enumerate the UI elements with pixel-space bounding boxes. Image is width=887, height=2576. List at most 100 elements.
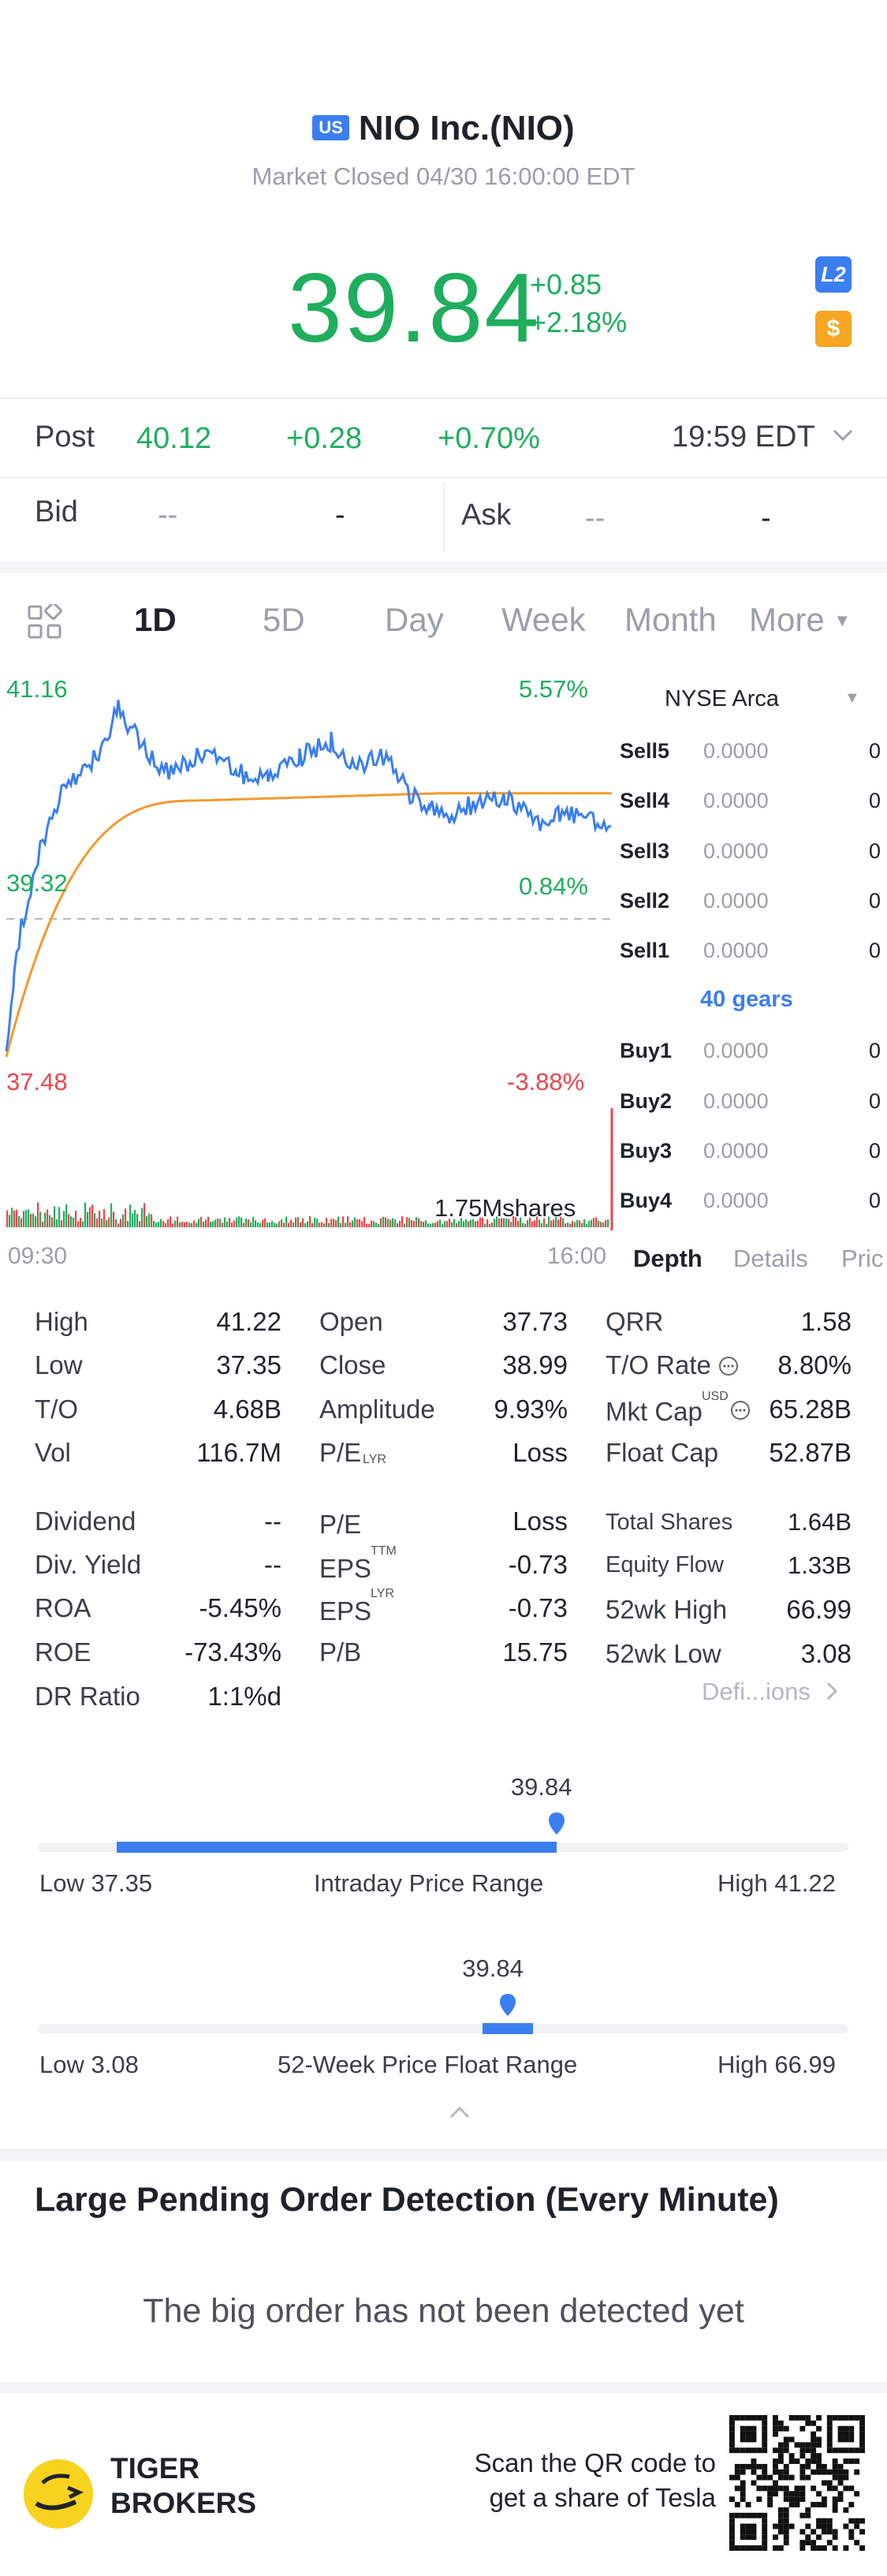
52wk-current-value: 39.84 [462,1954,524,1982]
volume-bar [309,1216,311,1227]
tab-details[interactable]: Details [733,1245,808,1272]
turnover-label: T/O [35,1394,78,1424]
equity-flow-value: 1.33B [787,1551,852,1579]
volume-bar [96,1218,99,1227]
volume-bar [553,1219,555,1227]
volume-bar [188,1223,191,1227]
buy2-price: 0.0000 [703,1089,769,1113]
volume-bar [82,1221,84,1227]
52wk-low: Low 3.08 [39,2051,139,2078]
volume-bar [600,1222,602,1227]
volume-bar [20,1218,23,1227]
volume-bar [108,1217,110,1227]
tab-more-label: More [749,601,825,638]
gears-link[interactable]: 40 gears [700,987,793,1012]
volume-bar [366,1223,368,1227]
low-label: Low [35,1350,83,1379]
section-divider [0,2149,887,2161]
info-icon[interactable] [717,1355,740,1377]
tab-day[interactable]: Day [385,601,444,638]
volume-bar [411,1219,413,1227]
volume-bar [420,1221,423,1227]
volume-bar [37,1202,39,1227]
divider [0,398,887,399]
volume-bar [162,1221,165,1227]
buy1-label: Buy1 [620,1039,673,1062]
buy3-label: Buy3 [620,1139,673,1163]
buy2-qty: 0 [869,1089,881,1113]
dr-ratio-value: 1:1%d [207,1682,281,1711]
volume-bar [517,1220,520,1227]
volume-bar [567,1223,569,1227]
qr-code [729,2415,865,2551]
eps-lyr-label: EPS [319,1596,372,1626]
scan-line1: Scan the QR code to [474,2448,716,2477]
volume-bar [271,1220,274,1227]
post-time-selector[interactable]: 19:59 EDT [672,420,855,454]
volume-bar [172,1223,174,1227]
intraday-chart[interactable]: 41.16 5.57% 39.32 0.84% 37.48 -3.88% 1.7… [0,670,615,1230]
volume-bar [439,1219,442,1227]
tab-week[interactable]: Week [501,601,586,638]
volume-bar [236,1217,238,1227]
ask-label: Ask [461,498,512,532]
volume-bar [581,1223,583,1227]
volume-bar [546,1223,548,1227]
volume-bar [51,1217,54,1227]
definitions-link[interactable]: Defi...ions [702,1678,839,1706]
definitions-label: Defi...ions [702,1678,811,1705]
volume-bar [560,1216,562,1227]
volume-bar [520,1217,522,1227]
chart-start-time: 09:30 [8,1243,68,1269]
roe-value: -73.43% [184,1637,281,1667]
volume-bar [515,1217,517,1227]
volume-bar [214,1219,217,1227]
volume-bar [463,1221,465,1227]
volume-bar [219,1219,222,1227]
intraday-low: Low 37.35 [39,1869,153,1897]
close-label: Close [319,1350,386,1379]
us-market-badge: US [312,115,349,140]
eps-ttm-value: -0.73 [508,1550,568,1579]
info-icon[interactable] [729,1399,751,1421]
tab-price[interactable]: Pric [841,1245,884,1272]
pe-lyr-label: P/E [319,1510,362,1539]
tab-5d[interactable]: 5D [263,601,305,638]
chart-mid-price: 39.32 [6,869,68,897]
chevron-up-icon[interactable] [448,2104,471,2120]
volume-bar [491,1223,494,1227]
tab-more[interactable]: More ▼ [749,601,851,639]
volume-bar [534,1220,536,1227]
volume-bar [212,1221,214,1227]
volume-bar [47,1209,49,1227]
close-value: 38.99 [502,1350,568,1379]
volume-bar [28,1209,30,1227]
dollar-icon[interactable]: $ [815,311,852,347]
dr-ratio-label: DR Ratio [35,1682,140,1711]
tab-depth[interactable]: Depth [633,1245,703,1272]
volume-bar [155,1223,158,1227]
volume-bar [248,1219,250,1227]
tab-1d[interactable]: 1D [134,601,177,638]
volume-bar [148,1213,151,1227]
volume-bar [468,1221,470,1227]
grid-layout-icon[interactable] [27,604,63,640]
float-cap-label: Float Cap [606,1438,719,1467]
volume-bar [42,1221,44,1227]
price-change-percent: +2.18% [530,306,628,338]
tab-month[interactable]: Month [624,601,717,638]
volume-bar [572,1221,574,1227]
volume-bar [39,1211,42,1227]
volume-bar [259,1223,262,1227]
exchange-selector[interactable]: NYSE Arca ▼ [665,686,860,712]
footer-banner[interactable]: TIGER BROKERS Scan the QR code to get a … [0,2393,887,2576]
volume-bar [222,1223,224,1227]
volume-bar [127,1221,129,1227]
volume-bar [593,1218,595,1227]
volume-bar [423,1222,425,1227]
total-shares-label: Total Shares [606,1510,733,1535]
volume-bar [141,1208,143,1227]
volume-bar [70,1216,73,1227]
level2-icon[interactable]: L2 [815,256,852,293]
qrr-label: QRR [606,1307,664,1336]
